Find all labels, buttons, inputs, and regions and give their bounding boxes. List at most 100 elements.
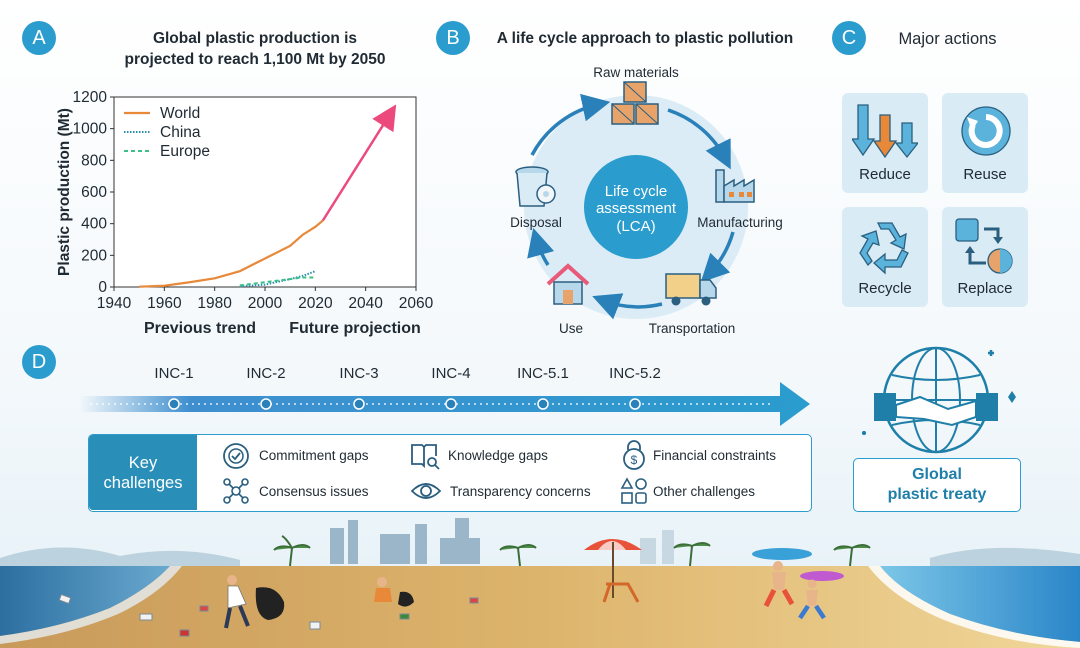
milestone-inc-4: INC-4 (431, 365, 471, 382)
stage-raw-materials: Raw materials (593, 65, 679, 80)
book-search-icon (411, 444, 440, 470)
volunteers (224, 575, 414, 629)
action-reduce: Reduce (842, 93, 928, 193)
y-tick-label-0: 0 (98, 279, 107, 296)
down-arrows-icon (852, 104, 918, 159)
cycle-arrow-disposal-to-raw (530, 93, 611, 156)
eye-icon (410, 483, 442, 499)
key-label-line1: Key (128, 453, 158, 472)
city-skyline (330, 518, 674, 564)
panel-a-badge: A (22, 21, 56, 55)
action-reuse: Reuse (942, 93, 1028, 193)
production-chart: 1940 1960 1980 2000 2020 2040 2060 0 200 400 600 80… (56, 89, 434, 312)
challenge-commitment: Commitment gaps (259, 448, 369, 463)
global-treaty-box: Global plastic treaty (853, 458, 1021, 512)
x-tick-label-2: 1980 (197, 295, 232, 312)
lock-coin-icon: $ (623, 440, 645, 470)
lca-center-line2: assessment (596, 200, 677, 217)
future-projection-caption: Future projection (289, 320, 421, 337)
milestone-dot-5 (537, 398, 549, 410)
treaty-line2: plastic treaty (887, 486, 987, 503)
panel-a-title-line1: Global plastic production is (152, 30, 358, 47)
legend-label-world: World (160, 105, 200, 122)
y-tick-label-4: 800 (81, 152, 107, 169)
shapes-icon (620, 477, 647, 504)
y-tick-label-1: 200 (81, 247, 107, 264)
plastic-litter (58, 593, 479, 637)
milestone-inc-5-2: INC-5.2 (609, 365, 661, 382)
palm-trees (273, 535, 871, 567)
milestone-dot-6 (629, 398, 641, 410)
surfers (752, 548, 844, 620)
legend-label-china: China (160, 124, 201, 141)
panel-c-title: Major actions (898, 30, 997, 48)
action-recycle-label: Recycle (858, 280, 912, 297)
action-reduce-label: Reduce (859, 166, 911, 183)
panel-d-badge: D (22, 345, 56, 379)
polluted-sea (0, 566, 170, 636)
reuse-cycle-icon (961, 106, 1011, 156)
challenge-knowledge: Knowledge gaps (448, 448, 548, 463)
challenge-financial: Financial constraints (653, 448, 777, 463)
stage-manufacturing: Manufacturing (697, 215, 783, 230)
stage-transportation: Transportation (649, 321, 736, 336)
beach-scene (0, 518, 1080, 648)
action-replace-label: Replace (957, 280, 1013, 297)
replace-shapes-icon (955, 218, 1013, 274)
y-tick-label-2: 400 (81, 216, 107, 233)
y-axis-label: Plastic production (Mt) (56, 108, 73, 276)
milestone-inc-5-1: INC-5.1 (517, 365, 569, 382)
timeline-arrow (80, 382, 810, 426)
beach-umbrella (584, 539, 642, 603)
y-tick-label-5: 1000 (73, 121, 108, 138)
lca-center-line3: (LCA) (616, 218, 655, 235)
stage-use: Use (559, 321, 583, 336)
previous-trend-caption: Previous trend (143, 320, 257, 337)
milestone-dot-1 (168, 398, 180, 410)
factory-icon (715, 169, 755, 203)
chart-plot: 1940 1960 1980 2000 2020 2040 2060 0 200 400 600 80… (56, 89, 434, 312)
challenges-box (88, 434, 812, 512)
milestone-dot-3 (353, 398, 365, 410)
action-recycle: Recycle (842, 207, 928, 307)
cycle-arrow-use-to-disposal (527, 227, 555, 266)
series-line-europe (239, 276, 316, 287)
commitment-icon (223, 443, 249, 469)
plot-frame (113, 96, 417, 288)
y-tick-label-3: 600 (81, 184, 107, 201)
cycle-arrow-manufacturing-to-transport (700, 231, 735, 283)
panel-c-badge: C (832, 21, 866, 55)
stage-disposal: Disposal (510, 215, 562, 230)
cycle-arrow-transport-to-use (592, 293, 663, 320)
x-tick-label-5: 2040 (348, 295, 383, 312)
consensus-network-icon (223, 478, 249, 504)
x-tick-label-3: 2000 (248, 295, 283, 312)
svg-text:$: $ (631, 453, 638, 467)
projection-arrow (321, 104, 397, 222)
action-replace: Replace (942, 207, 1028, 307)
clean-sea (880, 566, 1080, 642)
bin-icon (515, 166, 556, 207)
boxes-icon (611, 81, 659, 125)
key-label-line2: challenges (103, 473, 183, 492)
cycle-arrow-raw-to-manufacturing (667, 108, 731, 170)
panel-b-badge: B (436, 21, 470, 55)
action-reuse-label: Reuse (963, 166, 1007, 183)
milestone-inc-2: INC-2 (246, 365, 286, 382)
challenge-other: Other challenges (653, 484, 756, 499)
x-tick-label-4: 2020 (298, 295, 333, 312)
series-line-world (139, 219, 324, 288)
y-tick-label-6: 1200 (73, 89, 108, 106)
house-icon (546, 263, 590, 305)
legend-label-europe: Europe (160, 143, 210, 160)
globe-handshake-icon (862, 346, 1016, 454)
x-tick-label-6: 2060 (399, 295, 434, 312)
lca-center-line1: Life cycle (605, 183, 668, 200)
milestone-dot-4 (445, 398, 457, 410)
lca-center-circle (584, 155, 688, 259)
treaty-line1: Global (912, 466, 962, 483)
milestone-dot-2 (260, 398, 272, 410)
challenge-transparency: Transparency concerns (450, 484, 591, 499)
distant-hills (0, 547, 1080, 568)
lca-diagram: Life cycle assessment (LCA) Raw material… (510, 65, 783, 336)
